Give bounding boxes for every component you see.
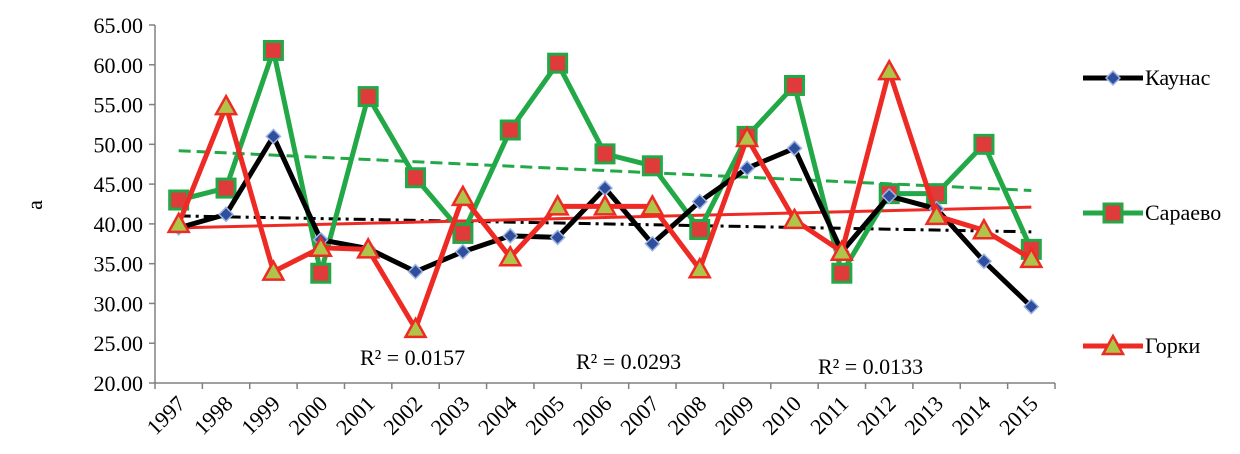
- x-tick-label: 2012: [852, 391, 901, 440]
- data-point-1-4: [357, 86, 379, 108]
- data-point-2-5: [403, 316, 428, 339]
- x-tick-label: 2003: [426, 391, 475, 440]
- data-point-1-6: [452, 222, 474, 244]
- data-point-2-10: [640, 193, 665, 216]
- x-tick-label: 2015: [994, 391, 1043, 440]
- legend-label: Горки: [1145, 333, 1200, 358]
- x-tick-label: 2013: [899, 391, 948, 440]
- y-tick-label: 60.00: [94, 53, 144, 78]
- y-tick-label: 65.00: [94, 13, 144, 38]
- series-1: [168, 39, 1042, 284]
- trendline-2: [178, 205, 1032, 230]
- data-point-2-7: [498, 244, 523, 267]
- data-point-0-1: [217, 206, 235, 223]
- trendline-0: [178, 214, 1032, 234]
- x-tick-label: 2005: [520, 391, 569, 440]
- x-tick-label: 1999: [236, 391, 285, 440]
- series-group: [166, 39, 1044, 339]
- x-tick-label: 2004: [473, 391, 522, 440]
- x-tick-label: 2007: [615, 391, 664, 440]
- data-point-2-1: [213, 93, 239, 116]
- data-point-2-14: [829, 239, 854, 261]
- data-point-2-16: [924, 203, 949, 226]
- data-point-2-9: [592, 193, 618, 216]
- axes: [154, 25, 1055, 384]
- x-tick-label: 2011: [805, 391, 853, 439]
- legend-item-0: Каунас: [1083, 65, 1211, 90]
- legend-marker: [1100, 333, 1126, 356]
- data-point-1-1: [215, 177, 237, 199]
- data-point-1-10: [641, 155, 663, 177]
- legend-item-2: Горки: [1083, 333, 1200, 358]
- legend-marker: [1102, 202, 1124, 224]
- data-point-2-12: [734, 125, 760, 148]
- data-point-2-3: [308, 235, 333, 258]
- data-point-2-11: [687, 256, 712, 279]
- data-point-2-2: [261, 259, 286, 281]
- data-point-1-3: [310, 262, 332, 284]
- data-point-0-18: [1023, 298, 1040, 315]
- data-point-2-4: [356, 236, 381, 259]
- y-tick-label: 50.00: [94, 132, 144, 157]
- data-point-2-0: [166, 211, 191, 234]
- annotation-group: R² = 0.0157 R² = 0.0293 R² = 0.0133: [360, 345, 923, 379]
- y-tick-label: 20.00: [94, 371, 144, 396]
- series-2: [166, 58, 1044, 339]
- r2-label-kaunas: R² = 0.0157: [360, 345, 465, 370]
- x-tick-label: 2001: [331, 391, 380, 440]
- data-point-0-13: [786, 140, 803, 157]
- x-tick-label: 2009: [710, 391, 759, 440]
- y-tick-label: 55.00: [94, 93, 144, 118]
- x-tick-label: 2010: [757, 391, 806, 440]
- x-tick-label: 2006: [568, 391, 617, 440]
- data-point-1-2: [262, 39, 284, 61]
- y-tick-label: 30.00: [94, 291, 144, 316]
- legend-label: Сараево: [1145, 200, 1221, 225]
- r2-label-gorki: R² = 0.0133: [818, 354, 923, 379]
- x-tick-label: 2002: [378, 391, 427, 440]
- data-point-0-11: [691, 193, 708, 210]
- data-point-2-13: [782, 207, 807, 230]
- y-tick-label: 35.00: [94, 252, 144, 277]
- legend-marker: [1104, 69, 1122, 87]
- data-point-0-10: [644, 235, 661, 252]
- x-tick-label: 1997: [141, 391, 190, 440]
- data-point-0-17: [975, 253, 993, 270]
- data-point-2-15: [877, 58, 902, 81]
- legend-item-1: Сараево: [1083, 200, 1221, 225]
- x-tick-group: 1997199819992000200120022003200420052006…: [141, 383, 1056, 440]
- data-point-1-17: [973, 133, 995, 155]
- x-tick-label: 1998: [189, 391, 238, 440]
- data-point-1-8: [547, 52, 569, 74]
- x-tick-label: 2014: [947, 391, 996, 440]
- data-point-0-8: [549, 229, 566, 246]
- data-point-0-5: [407, 263, 424, 280]
- legend-label: Каунас: [1145, 65, 1211, 90]
- data-point-1-7: [499, 119, 521, 141]
- x-tick-label: 2000: [284, 391, 333, 440]
- legend: Каунас Сараево Горки: [1083, 65, 1221, 358]
- data-point-0-6: [454, 243, 471, 260]
- r2-label-saraevo: R² = 0.0293: [576, 349, 681, 374]
- data-point-1-11: [689, 218, 711, 240]
- data-point-2-8: [545, 193, 570, 216]
- y-tick-label: 45.00: [94, 172, 144, 197]
- y-axis-label: а: [22, 200, 47, 210]
- data-point-1-14: [831, 262, 853, 284]
- data-point-2-18: [1019, 246, 1044, 269]
- y-tick-group: 20.00 25.00 30.00 35.00 40.00 45.00 50.00 55.00…: [94, 13, 155, 396]
- data-point-1-9: [594, 143, 616, 165]
- y-tick-label: 40.00: [94, 212, 144, 237]
- data-point-2-17: [971, 217, 997, 240]
- data-point-1-5: [405, 167, 427, 189]
- data-point-0-12: [739, 160, 756, 177]
- data-point-0-15: [881, 187, 898, 205]
- data-point-0-7: [502, 227, 519, 244]
- data-point-1-13: [783, 74, 805, 96]
- x-tick-label: 2008: [662, 391, 711, 440]
- data-point-2-6: [450, 184, 476, 207]
- data-point-0-2: [265, 128, 282, 145]
- y-tick-label: 25.00: [94, 331, 144, 356]
